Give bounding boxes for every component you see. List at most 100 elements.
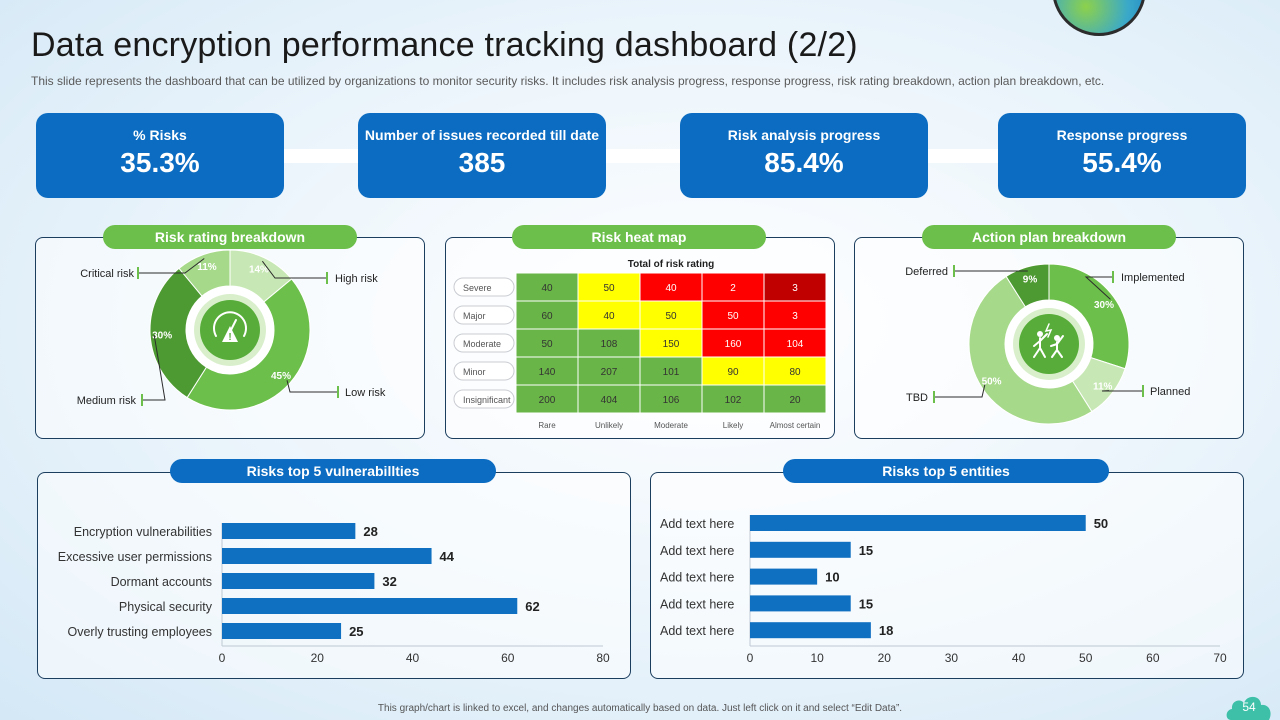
kpi-label: Number of issues recorded till date: [364, 127, 600, 143]
kpi-value: 385: [458, 147, 506, 178]
heat-cell-value: 50: [541, 339, 553, 350]
kpi-card-response: Response progress 55.4%: [998, 113, 1246, 198]
column-label-almost-certain: Almost certain: [770, 421, 821, 430]
heat-cell: [577, 384, 641, 414]
heat-cell-value: 404: [601, 395, 618, 406]
kpi-card-risks: % Risks 35.3%: [36, 113, 284, 198]
slice-value-label: 50%: [982, 376, 1002, 387]
slice-category-label: Implemented: [1121, 272, 1185, 284]
slice-deferred: 9% Deferred: [905, 263, 1050, 308]
category-label: Physical security: [119, 600, 213, 614]
bar-value-label: 18: [879, 623, 893, 638]
page-number: 54: [1242, 700, 1256, 714]
heat-cell-value: 40: [665, 283, 677, 294]
risk-heat-map-title: Risk heat map: [512, 225, 766, 249]
bar-value-label: 15: [859, 543, 873, 558]
bar: [222, 573, 375, 589]
page-number-badge: 54: [1225, 692, 1273, 720]
x-tick-label: 0: [219, 651, 226, 665]
decorative-globe: [1052, 0, 1146, 36]
x-tick-label: 40: [406, 651, 420, 665]
bar: [750, 622, 871, 639]
slice-value-label: 11%: [1093, 382, 1113, 393]
action-plan-title: Action plan breakdown: [922, 225, 1176, 249]
heat-cell-value: 104: [787, 339, 804, 350]
slice-category-label: Critical risk: [80, 268, 134, 280]
heat-cell-value: 106: [663, 395, 680, 406]
heat-cell: [577, 356, 641, 386]
heat-cell: [701, 272, 765, 302]
category-label: Dormant accounts: [111, 575, 212, 589]
page-title: Data encryption performance tracking das…: [31, 26, 858, 64]
leader-line: [142, 334, 166, 401]
bar: [750, 541, 851, 558]
bar: [222, 523, 356, 539]
heat-cell-value: 90: [727, 367, 739, 378]
slice-medium-risk: 30% Medium risk: [77, 267, 208, 407]
person-head: [1054, 335, 1060, 341]
x-tick-label: 50: [1079, 651, 1093, 665]
gauge-arc: [213, 311, 247, 337]
slice-category-label: High risk: [335, 273, 378, 285]
category-label: Add text here: [660, 624, 734, 638]
alert-triangle: [222, 326, 238, 342]
bar-value-label: 50: [1094, 516, 1108, 531]
heat-cell-value: 50: [665, 311, 677, 322]
x-tick-label: 40: [1012, 651, 1026, 665]
x-tick-label: 30: [945, 651, 959, 665]
heat-cell: [639, 328, 703, 358]
bar-value-label: 62: [525, 599, 539, 614]
category-label: Overly trusting employees: [67, 625, 212, 639]
vulnerabilities-chart: 0 20 40 60 80 Encryption vulnerabilities 28 Exc…: [58, 523, 610, 665]
heat-cell-value: 2: [730, 283, 736, 294]
cloud-icon: [1226, 696, 1271, 720]
row-label-pill: [453, 277, 515, 297]
bar: [222, 623, 342, 639]
slice-category-label: Deferred: [905, 266, 948, 278]
entities-panel: [650, 472, 1244, 679]
slice-planned: 11% Planned: [1071, 356, 1190, 413]
category-label: Add text here: [660, 597, 734, 611]
kpi-card-risk-analysis: Risk analysis progress 85.4%: [680, 113, 928, 198]
kpi-value: 35.3%: [120, 147, 200, 178]
column-label-likely: Likely: [723, 421, 743, 430]
risk-heat-map-chart: Total of risk rating Severe 40 50 40 2 3 Major 6…: [453, 259, 827, 430]
slice-value-label: 45%: [271, 371, 291, 382]
heat-cell: [701, 300, 765, 330]
people-celebrating-icon: [1033, 323, 1064, 358]
x-tick-label: 60: [501, 651, 515, 665]
row-label-pill: [453, 361, 515, 381]
x-tick-label: 80: [596, 651, 610, 665]
bar: [222, 598, 518, 614]
heat-cell-value: 60: [541, 311, 553, 322]
heat-cell-value: 150: [663, 339, 680, 350]
x-tick-label: 70: [1213, 651, 1227, 665]
leader-line: [1084, 276, 1113, 300]
slice-high-risk: 14% High risk: [229, 250, 378, 303]
heat-cell-value: 3: [792, 311, 798, 322]
x-tick-label: 20: [311, 651, 325, 665]
icon-circle: [1019, 314, 1079, 374]
heat-cell: [763, 300, 827, 330]
column-label-unlikely: Unlikely: [595, 421, 623, 430]
heat-cell-value: 108: [601, 339, 618, 350]
heat-cell: [639, 384, 703, 414]
heat-cell: [701, 356, 765, 386]
x-tick-label: 10: [810, 651, 824, 665]
column-label-rare: Rare: [538, 421, 556, 430]
risk-rating-title: Risk rating breakdown: [103, 225, 357, 249]
alert-mark: !: [228, 332, 231, 343]
heat-cell-value: 101: [663, 367, 680, 378]
vulnerabilities-title: Risks top 5 vulnerabillties: [170, 459, 496, 483]
slice-category-label: TBD: [906, 392, 928, 404]
x-tick-label: 60: [1146, 651, 1160, 665]
leader-line: [934, 384, 986, 398]
leader-line: [138, 258, 205, 274]
heat-cell-value: 40: [541, 283, 553, 294]
row-label-pill: [453, 333, 515, 353]
slice-value-label: 9%: [1023, 275, 1038, 286]
slice-value-label: 11%: [197, 262, 217, 273]
heat-cell: [701, 384, 765, 414]
heat-cell-value: 3: [792, 283, 798, 294]
row-label-insignificant: Insignificant: [463, 395, 511, 405]
